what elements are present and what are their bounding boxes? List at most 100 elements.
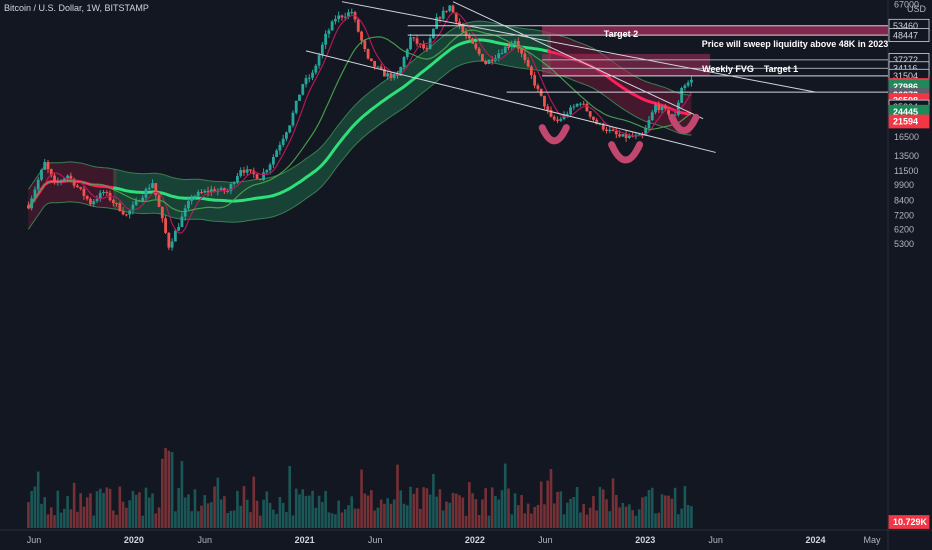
candle-body xyxy=(418,43,422,45)
volume-bar xyxy=(265,491,269,528)
volume-bar xyxy=(477,514,481,528)
volume-bar xyxy=(503,463,507,528)
volume-bar xyxy=(337,500,340,528)
candle-body xyxy=(484,60,488,65)
volume-bar xyxy=(356,508,360,528)
candle-body xyxy=(366,49,370,59)
volume-bar xyxy=(40,503,43,528)
candle-body xyxy=(301,84,305,95)
candle-body xyxy=(650,112,654,121)
candle-body xyxy=(226,190,230,192)
candle-body xyxy=(304,78,308,85)
volume-bar xyxy=(497,499,501,528)
candle-body xyxy=(62,178,66,181)
volume-bar xyxy=(539,481,543,528)
candle-body xyxy=(647,120,651,128)
time-tick-label: Jun xyxy=(538,535,553,545)
volume-bar xyxy=(415,487,419,528)
candle-body xyxy=(389,73,393,78)
candle-body xyxy=(177,226,181,231)
volume-bar xyxy=(285,512,288,528)
volume-bar xyxy=(402,503,406,528)
candle-body xyxy=(330,21,334,31)
candle-body xyxy=(75,185,79,188)
candle-body xyxy=(601,123,605,130)
volume-bar xyxy=(232,510,236,528)
candle-body xyxy=(422,44,426,49)
moving-averages xyxy=(27,12,692,234)
volume-bar xyxy=(49,507,53,528)
volume-bar xyxy=(677,514,680,528)
candle-body xyxy=(464,32,468,36)
volume-bar xyxy=(278,496,282,528)
volume-bar xyxy=(464,515,468,528)
candle-body xyxy=(686,82,690,86)
currency-label: USD xyxy=(906,4,926,14)
candle-body xyxy=(549,109,553,117)
price-tick-label: 11500 xyxy=(894,166,918,176)
candle-body xyxy=(245,169,249,173)
volume-bar xyxy=(608,511,612,528)
volume-bar xyxy=(72,482,76,528)
volume-bar xyxy=(177,488,180,528)
volume-bar xyxy=(428,494,432,528)
volume-bar xyxy=(481,499,484,528)
volume-bar xyxy=(419,508,422,528)
candle-body xyxy=(281,138,285,145)
volume-bar xyxy=(686,505,690,528)
candle-body xyxy=(467,35,471,39)
candle-body xyxy=(262,172,265,181)
candle-body xyxy=(451,5,455,13)
candle-body xyxy=(200,192,203,194)
candle-body xyxy=(435,17,439,29)
price-tag-label: 10.729K xyxy=(893,517,928,527)
volume-bar xyxy=(144,487,148,528)
candle-body xyxy=(236,175,239,183)
candle-body xyxy=(268,164,272,171)
candle-body xyxy=(543,95,546,107)
candle-body xyxy=(291,112,295,126)
candle-body xyxy=(565,114,569,116)
volume-bar xyxy=(193,489,197,528)
weekly-fvg-zone xyxy=(542,53,711,76)
candle-body xyxy=(79,187,83,189)
medium-moving-average xyxy=(27,29,692,213)
candle-body xyxy=(115,202,118,204)
volume-bar xyxy=(458,495,461,528)
candle-body xyxy=(432,28,435,39)
candle-body xyxy=(314,65,318,73)
candle-body xyxy=(526,60,530,67)
candle-body xyxy=(471,38,474,44)
volume-bar xyxy=(598,486,602,528)
candle-body xyxy=(569,107,572,115)
volume-bar xyxy=(161,458,164,528)
candle-body xyxy=(644,127,648,136)
volume-bar xyxy=(575,486,579,528)
candle-body xyxy=(255,174,259,179)
price-tick-label: 16500 xyxy=(894,132,919,142)
candle-body xyxy=(592,116,595,120)
candlesticks[interactable] xyxy=(27,4,693,251)
time-tick-label: 2023 xyxy=(635,535,655,545)
candle-body xyxy=(673,114,677,116)
upper-trend-line xyxy=(341,1,816,93)
band-lower-line xyxy=(27,60,692,230)
candle-body xyxy=(131,204,135,211)
volume-bar xyxy=(59,512,63,528)
candle-body xyxy=(350,12,354,14)
volume-bar xyxy=(680,508,683,528)
candle-body xyxy=(33,189,37,199)
candle-body xyxy=(621,134,625,137)
candle-body xyxy=(497,53,501,59)
target-1-label: Target 1 xyxy=(764,64,798,74)
volume-bar xyxy=(611,478,615,528)
candle-body xyxy=(242,170,246,173)
candle-body xyxy=(373,60,377,67)
candle-body xyxy=(474,43,478,49)
volume-bar xyxy=(454,493,458,528)
volume-bar xyxy=(268,502,272,528)
price-tag-label: 48447 xyxy=(893,30,918,40)
candle-body xyxy=(343,16,347,18)
